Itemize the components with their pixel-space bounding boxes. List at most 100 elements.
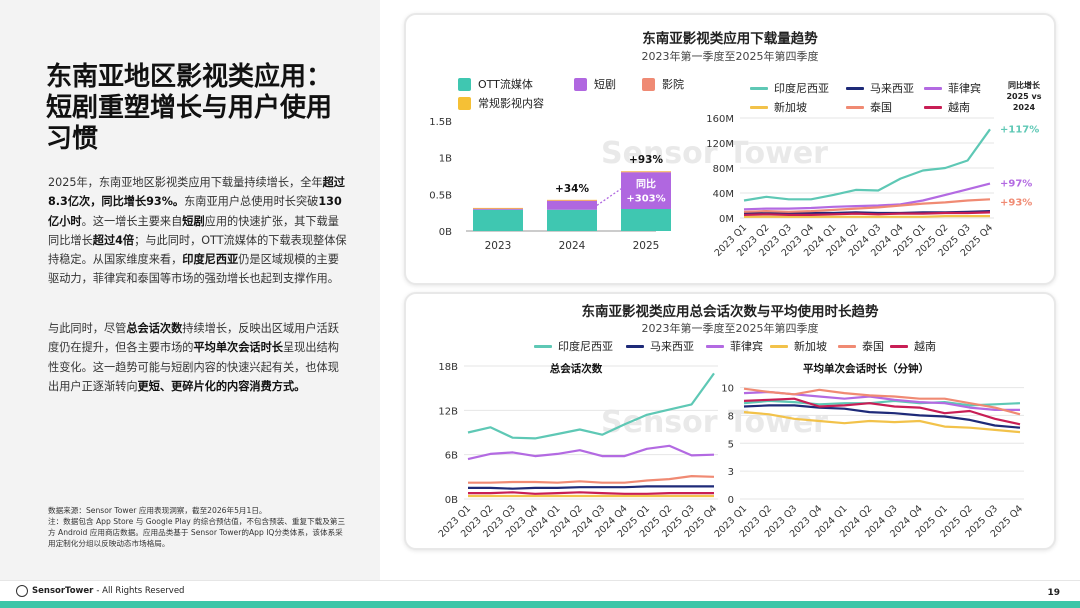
legend2-line-vietnam — [890, 344, 908, 348]
body-text: 呈现出结构性变化。这一趋势可能与短剧内容的快速兴起有关，也体现出用户正逐渐转向 — [48, 341, 339, 393]
series-singapore-line — [743, 411, 1021, 434]
left-panel — [0, 0, 380, 580]
y-tick-label: 0M — [719, 214, 734, 225]
y-tick-label: 0B — [445, 495, 458, 506]
series-end-label: +97% — [1000, 179, 1032, 190]
legend2-thailand: 泰国 — [838, 338, 884, 354]
y-tick-label: 8 — [728, 411, 734, 422]
footer-divider — [0, 580, 1080, 581]
watermark-text: Sensor Tower — [601, 136, 828, 171]
body-text: 与此同时，尽管 — [48, 322, 127, 335]
y-tick-label: 18B — [438, 362, 458, 373]
emphasis-text: 超过4倍 — [92, 233, 135, 247]
series-philippines-line — [467, 444, 715, 461]
y-tick-label: 0.5B — [429, 190, 452, 201]
legend-line-malaysia — [846, 86, 864, 90]
legend-line-vietnam — [924, 105, 942, 109]
y-tick-label: 10 — [721, 384, 734, 395]
body-text: 持续增长，反映出区域用户活跃度仍在提升，但各主要市场的 — [48, 322, 339, 355]
legend-vietnam: 越南 — [924, 99, 970, 115]
bar-segment — [621, 171, 671, 173]
legend2-indonesia: 印度尼西亚 — [534, 338, 613, 354]
series-indonesia-line — [743, 399, 1021, 407]
series-singapore-line — [744, 215, 990, 218]
x-tick-label: 2023 — [485, 240, 512, 252]
methodology-note: 注：数据包含 App Store 与 Google Play 的综合预估值，不包… — [48, 517, 346, 548]
legend-ott: OTT流媒体 — [458, 76, 533, 92]
legend2-malaysia: 马来西亚 — [626, 338, 694, 354]
footer-rights: - All Rights Reserved — [96, 586, 185, 596]
footnotes: 数据来源：Sensor Tower 应用表现洞察，截至2026年5月1日。 注：… — [48, 505, 350, 549]
legend-thailand: 泰国 — [846, 99, 892, 115]
series-vietnam-line — [743, 211, 991, 216]
bottom-accent-bar — [0, 601, 1080, 608]
body-text: 仍是区域规模的主要驱动力，菲律宾和泰国等市场的强劲增长也起到支撑作用。 — [48, 253, 339, 286]
legend2-line-philippines — [706, 344, 724, 348]
sessions-card-title: 东南亚影视类应用总会话次数与平均使用时长趋势 — [581, 304, 879, 320]
legend-short-drama-swatch — [574, 77, 587, 91]
page-number: 19 — [1047, 588, 1060, 598]
series-philippines-line — [743, 182, 991, 211]
bar-segment — [621, 172, 671, 209]
bar-total-label: +93% — [629, 154, 663, 166]
emphasis-text: 超过8.3亿次，同比增长93%。 — [48, 176, 345, 209]
body-text: ；与此同时，OTT流媒体的下载表现整体保持稳定。从国家维度来看， — [48, 233, 347, 267]
y-tick-label: 40M — [713, 189, 734, 200]
page-title: 东南亚地区影视类应用： 短剧重塑增长与用户使用 习惯 — [46, 62, 366, 155]
legend2-philippines: 菲律宾 — [706, 338, 763, 354]
series-indonesia-line — [467, 372, 715, 440]
series-vietnam-line — [468, 491, 714, 495]
legend-cinema-swatch — [642, 77, 655, 91]
y-tick-label: 0B — [439, 227, 452, 238]
series-thailand-line — [468, 475, 715, 484]
x-tick-label: 2024 — [559, 240, 586, 252]
series-malaysia-line — [743, 404, 1021, 429]
bar-segment — [473, 209, 523, 231]
legend-cinema: 影院 — [642, 76, 684, 92]
bar-segment — [547, 200, 597, 201]
yoy-header-line-2: 2025 vs 2024 — [1006, 92, 1042, 112]
body-paragraph-2: 与此同时，尽管总会话次数持续增长，反映出区域用户活跃度仍在提升，但各主要市场的平… — [48, 319, 348, 396]
y-tick-label: 3 — [728, 467, 734, 478]
legend-short-drama: 短剧 — [574, 76, 616, 92]
y-tick-label: 1B — [439, 154, 452, 165]
downloads-charts-svg: Sensor Tower 0B 0.5B 1B 1.5B 2023 2024 2025 +34%… — [429, 114, 1039, 259]
data-source-note: 数据来源：Sensor Tower 应用表现洞察，截至2026年5月1日。 — [48, 506, 267, 515]
legend2-line-singapore — [770, 344, 788, 348]
legend2-singapore: 新加坡 — [770, 338, 827, 354]
emphasis-text: 130亿小时 — [48, 195, 342, 228]
series-indonesia-line — [743, 128, 991, 202]
series-vietnam-line — [743, 397, 1021, 426]
series-end-label: +117% — [1000, 124, 1039, 135]
page-title-line-1: 东南亚地区影视类应用： — [46, 62, 333, 92]
body-text: 东南亚用户总使用时长突破 — [184, 195, 319, 209]
subchart-title: 平均单次会话时长（分钟） — [803, 362, 929, 375]
series-thailand-line — [743, 198, 991, 213]
body-text: 2025年，东南亚地区影视类应用下载量持续增长，全年 — [48, 176, 323, 189]
y-tick-label: 6B — [445, 451, 458, 462]
legend2-vietnam: 越南 — [890, 338, 936, 354]
legend-singapore: 新加坡 — [750, 99, 807, 115]
short-drama-yoy-value: +303% — [626, 194, 665, 205]
bar-segment — [547, 200, 597, 210]
x-tick-label: 2025 — [633, 240, 660, 252]
bar-segment — [547, 199, 597, 201]
downloads-card-subtitle: 2023年第一季度至2025年第四季度 — [641, 50, 819, 63]
body-paragraph-1: 2025年，东南亚地区影视类应用下载量持续增长，全年超过8.3亿次，同比增长93… — [48, 173, 348, 289]
footer: SensorTower - All Rights Reserved — [16, 585, 184, 597]
y-tick-label: 120M — [706, 139, 734, 150]
emphasis-text: 印度尼西亚 — [182, 253, 239, 267]
legend-ott-swatch — [458, 77, 471, 91]
y-tick-label: 160M — [706, 114, 734, 125]
y-tick-label: 5 — [728, 439, 734, 450]
legend-line-indonesia — [750, 86, 768, 90]
short-drama-connector — [596, 188, 622, 206]
emphasis-text: 更短、更碎片化的内容消费方式。 — [137, 379, 306, 393]
legend-regular-swatch — [458, 96, 471, 110]
emphasis-text: 总会话次数 — [126, 322, 183, 335]
downloads-card: 东南亚影视类应用下载量趋势 2023年第一季度至2025年第四季度 OTT流媒体… — [404, 13, 1056, 285]
legend-line-philippines — [924, 86, 942, 90]
yoy-header: 同比增长 2025 vs 2024 — [994, 80, 1054, 113]
watermark-text: Sensor Tower — [601, 405, 828, 440]
sensor-tower-logo-icon — [16, 585, 28, 597]
